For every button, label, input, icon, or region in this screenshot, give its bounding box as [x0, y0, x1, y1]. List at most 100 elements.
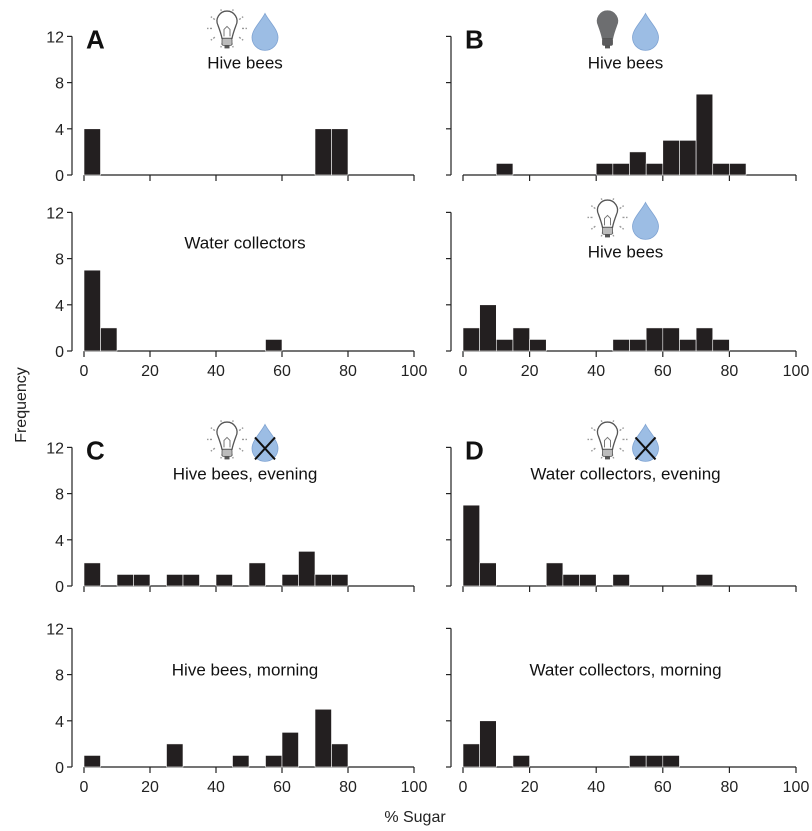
- y-tick-label: 8: [55, 76, 64, 93]
- histogram-bar: [232, 755, 250, 768]
- histogram-bar: [662, 140, 680, 176]
- histogram-bar: [629, 755, 647, 768]
- histogram-bar: [215, 574, 233, 587]
- panel-a: 0 4 8 12 Hive bees A: [46, 9, 415, 185]
- histogram-bar: [248, 562, 266, 587]
- histogram-bar: [462, 504, 480, 587]
- y-tick-label: 12: [46, 440, 64, 457]
- histogram-bar: [512, 327, 530, 352]
- panel-c2: 0 4 8 12 0 20 40 60 80 100 Hive bees, morning: [46, 621, 427, 796]
- panel-d2: 0 20 40 60 80 100 Water collectors, morning: [446, 627, 810, 796]
- panel-title: Hive bees, morning: [172, 660, 318, 679]
- y-tick-label: 0: [55, 168, 64, 185]
- histogram-bar: [265, 339, 283, 352]
- panel-title: Hive bees: [588, 53, 664, 72]
- histogram-bar: [166, 574, 184, 587]
- x-tick-label: 0: [459, 363, 468, 380]
- x-tick-label: 100: [783, 363, 810, 380]
- x-tick-label: 20: [141, 363, 159, 380]
- y-tick-label: 4: [55, 122, 64, 139]
- panel-title: Hive bees, evening: [173, 464, 318, 483]
- histogram-bar: [314, 128, 332, 176]
- histogram-bar: [281, 574, 299, 587]
- light-bulb-on-icon: [207, 9, 247, 49]
- light-bulb-off-icon: [596, 10, 619, 49]
- histogram-bar: [712, 163, 730, 176]
- histogram-bar: [512, 755, 530, 768]
- x-tick-label: 60: [273, 363, 291, 380]
- histogram-bar: [83, 562, 101, 587]
- histogram-bar: [166, 743, 184, 768]
- y-tick-label: 4: [55, 298, 64, 315]
- panel-title: Water collectors: [184, 233, 305, 252]
- water-drop-crossed-icon: [632, 423, 659, 462]
- water-drop-icon: [632, 201, 659, 240]
- panel-b: Hive bees B: [446, 10, 797, 181]
- histogram-bar: [83, 755, 101, 768]
- x-tick-label: 0: [80, 363, 89, 380]
- histogram-bar: [629, 339, 647, 352]
- histogram-bar: [712, 339, 730, 352]
- histogram-bar: [662, 327, 680, 352]
- panel-c: 0 4 8 12 Hive bees, evening C: [46, 420, 415, 596]
- histogram-bar: [331, 743, 349, 768]
- x-tick-label: 0: [80, 779, 89, 796]
- light-bulb-on-icon: [587, 420, 628, 460]
- light-bulb-on-icon: [587, 198, 628, 238]
- x-tick-label: 80: [721, 363, 739, 380]
- histogram-bar: [314, 574, 332, 587]
- x-tick-label: 80: [339, 779, 357, 796]
- x-tick-label: 40: [587, 779, 605, 796]
- panel-title: Hive bees: [588, 242, 664, 261]
- histogram-bar: [695, 93, 714, 176]
- x-tick-label: 80: [721, 779, 739, 796]
- histogram-bar: [462, 743, 480, 768]
- histogram-bar: [645, 327, 664, 352]
- histogram-bar: [116, 574, 134, 587]
- panel-title: Water collectors, evening: [530, 464, 720, 483]
- histogram-bar: [695, 327, 714, 352]
- histogram-bar: [265, 755, 283, 768]
- x-tick-label: 20: [521, 363, 539, 380]
- histogram-bar: [645, 163, 664, 176]
- x-tick-label: 40: [587, 363, 605, 380]
- y-tick-label: 8: [55, 487, 64, 504]
- x-tick-label: 100: [783, 779, 810, 796]
- histogram-bar: [331, 128, 349, 176]
- histogram-bar: [298, 551, 316, 587]
- histogram-bar: [679, 339, 697, 352]
- y-tick-label: 8: [55, 252, 64, 269]
- y-tick-label: 12: [46, 205, 64, 222]
- histogram-bar: [495, 163, 514, 176]
- panel-letter: A: [86, 24, 105, 54]
- x-tick-label: 40: [207, 779, 225, 796]
- histogram-bar: [679, 140, 697, 176]
- y-tick-label: 8: [55, 668, 64, 685]
- histogram-bar: [83, 269, 101, 352]
- histogram-bar: [479, 304, 497, 352]
- y-tick-label: 4: [55, 533, 64, 550]
- y-tick-label: 4: [55, 714, 64, 731]
- histogram-bar: [133, 574, 151, 587]
- panel-a2: 0 4 8 12 0 20 40 60 80 100 Water collectors: [46, 205, 427, 380]
- x-tick-label: 20: [521, 779, 539, 796]
- water-drop-crossed-icon: [251, 423, 279, 462]
- x-tick-label: 40: [207, 363, 225, 380]
- histogram-bar: [645, 755, 664, 768]
- histogram-bar: [695, 574, 714, 587]
- x-tick-label: 60: [654, 779, 672, 796]
- histogram-bar: [729, 163, 747, 176]
- histogram-bar: [629, 151, 647, 176]
- light-bulb-on-icon: [207, 420, 247, 460]
- histogram-bar: [83, 128, 101, 176]
- histogram-bar: [462, 327, 480, 352]
- panel-letter: B: [465, 24, 484, 54]
- histogram-bar: [479, 562, 497, 587]
- panel-letter: D: [465, 435, 484, 465]
- histogram-bar: [182, 574, 200, 587]
- y-tick-label: 0: [55, 344, 64, 361]
- y-tick-label: 12: [46, 29, 64, 46]
- panel-d: Water collectors, evening D: [446, 420, 797, 592]
- x-tick-label: 60: [273, 779, 291, 796]
